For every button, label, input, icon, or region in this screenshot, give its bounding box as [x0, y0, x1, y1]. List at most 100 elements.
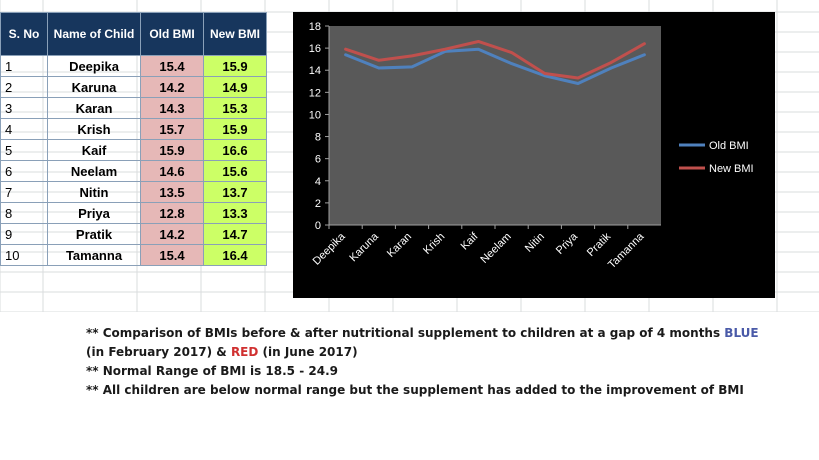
cell-sno[interactable]: 1: [0, 55, 48, 77]
x-tick-label: Karan: [385, 231, 414, 260]
cell-old-bmi[interactable]: 14.6: [140, 160, 204, 182]
cell-sno[interactable]: 4: [0, 118, 48, 140]
note-line-2-text-b: (in June 2017): [258, 345, 358, 359]
cell-child-name[interactable]: Neelam: [47, 160, 141, 182]
cell-sno[interactable]: 2: [0, 76, 48, 98]
header-old-bmi[interactable]: Old BMI: [140, 12, 204, 56]
y-tick-label: 12: [309, 87, 321, 99]
notes-block: ** Comparison of BMIs before & after nut…: [86, 324, 786, 400]
table-row: 9 Pratik 14.2 14.7: [0, 223, 267, 245]
note-line-2-text-a: (in February 2017) &: [86, 345, 231, 359]
y-tick-label: 8: [315, 132, 321, 144]
y-tick-label: 6: [315, 154, 321, 166]
data-point: [377, 59, 380, 62]
cell-old-bmi[interactable]: 15.9: [140, 139, 204, 161]
cell-child-name[interactable]: Karan: [47, 97, 141, 119]
y-tick-label: 14: [309, 65, 321, 77]
cell-old-bmi[interactable]: 13.5: [140, 181, 204, 203]
cell-child-name[interactable]: Nitin: [47, 181, 141, 203]
header-sno[interactable]: S. No: [0, 12, 48, 56]
cell-old-bmi[interactable]: 15.4: [140, 244, 204, 266]
table-row: 1 Deepika 15.4 15.9: [0, 55, 267, 77]
table-row: 2 Karuna 14.2 14.9: [0, 76, 267, 98]
data-point: [643, 42, 646, 45]
cell-sno[interactable]: 8: [0, 202, 48, 224]
series-line-new-bmi: [344, 39, 646, 80]
cell-sno[interactable]: 3: [0, 97, 48, 119]
cell-new-bmi[interactable]: 16.6: [203, 139, 267, 161]
table-row: 10 Tamanna 15.4 16.4: [0, 244, 267, 266]
cell-old-bmi[interactable]: 14.2: [140, 76, 204, 98]
cell-old-bmi[interactable]: 14.3: [140, 97, 204, 119]
data-point: [610, 61, 613, 64]
data-point: [510, 62, 513, 65]
cell-new-bmi[interactable]: 14.7: [203, 223, 267, 245]
legend-label: Old BMI: [709, 140, 749, 152]
data-point: [576, 76, 580, 80]
x-tick-label: Pratik: [585, 230, 614, 259]
data-point: [444, 48, 447, 51]
cell-child-name[interactable]: Krish: [47, 118, 141, 140]
table-row: 6 Neelam 14.6 15.6: [0, 160, 267, 182]
cell-sno[interactable]: 9: [0, 223, 48, 245]
cell-child-name[interactable]: Tamanna: [47, 244, 141, 266]
data-point: [610, 66, 613, 70]
x-tick-label: Deepika: [311, 230, 349, 268]
cell-child-name[interactable]: Pratik: [47, 223, 141, 245]
cell-old-bmi[interactable]: 15.4: [140, 55, 204, 77]
cell-new-bmi[interactable]: 13.7: [203, 181, 267, 203]
y-tick-label: 4: [315, 176, 321, 188]
cell-new-bmi[interactable]: 13.3: [203, 202, 267, 224]
y-tick-label: 10: [309, 109, 321, 121]
table-row: 3 Karan 14.3 15.3: [0, 97, 267, 119]
x-tick-label: Priya: [554, 230, 581, 257]
cell-new-bmi[interactable]: 15.6: [203, 160, 267, 182]
cell-old-bmi[interactable]: 12.8: [140, 202, 204, 224]
y-tick-label: 16: [309, 43, 321, 55]
table-header-row: S. No Name of Child Old BMI New BMI: [0, 12, 267, 56]
bmi-table: S. No Name of Child Old BMI New BMI 1 Dee…: [0, 12, 267, 266]
note-line-1: ** Comparison of BMIs before & after nut…: [86, 324, 786, 343]
cell-new-bmi[interactable]: 15.9: [203, 118, 267, 140]
note-line-4: ** All children are below normal range b…: [86, 383, 744, 397]
x-tick-label: Nitin: [523, 231, 547, 255]
y-tick-label: 18: [309, 21, 321, 33]
note-line-3: ** Normal Range of BMI is 18.5 - 24.9: [86, 364, 338, 378]
cell-new-bmi[interactable]: 15.3: [203, 97, 267, 119]
data-point: [543, 72, 546, 75]
cell-sno[interactable]: 5: [0, 139, 48, 161]
cell-sno[interactable]: 7: [0, 181, 48, 203]
cell-child-name[interactable]: Priya: [47, 202, 141, 224]
x-tick-label: Krish: [421, 231, 447, 257]
cell-new-bmi[interactable]: 16.4: [203, 244, 267, 266]
note-red-word: RED: [230, 345, 259, 359]
data-point: [344, 48, 347, 51]
data-point: [643, 53, 646, 56]
cell-new-bmi[interactable]: 14.9: [203, 76, 267, 98]
cell-new-bmi[interactable]: 15.9: [203, 55, 267, 77]
cell-old-bmi[interactable]: 15.7: [140, 118, 204, 140]
cell-sno[interactable]: 10: [0, 244, 48, 266]
data-point: [543, 74, 546, 77]
data-point: [377, 66, 380, 70]
header-new-bmi[interactable]: New BMI: [203, 12, 267, 56]
bmi-line-chart[interactable]: 0 2 4 6 8 10 12 14 16 18 Deepika Karuna Karan Krish Ka…: [293, 12, 775, 298]
series-line-old-bmi: [344, 47, 646, 85]
cell-child-name[interactable]: Karuna: [47, 76, 141, 98]
table-row: 8 Priya 12.8 13.3: [0, 202, 267, 224]
y-tick-label: 2: [315, 198, 321, 210]
note-blue-word: BLUE: [724, 326, 759, 340]
y-tick-label: 0: [315, 220, 321, 232]
note-line-1-text: ** Comparison of BMIs before & after nut…: [86, 326, 725, 340]
table-row: 5 Kaif 15.9 16.6: [0, 139, 267, 161]
cell-old-bmi[interactable]: 14.2: [140, 223, 204, 245]
data-point: [576, 82, 580, 85]
header-name[interactable]: Name of Child: [47, 12, 141, 56]
cell-child-name[interactable]: Kaif: [47, 139, 141, 161]
cell-sno[interactable]: 6: [0, 160, 48, 182]
cell-child-name[interactable]: Deepika: [47, 55, 141, 77]
legend-label: New BMI: [709, 163, 754, 175]
table-row: 7 Nitin 13.5 13.7: [0, 181, 267, 203]
x-tick-label: Karuna: [347, 230, 381, 264]
table-row: 4 Krish 15.7 15.9: [0, 118, 267, 140]
